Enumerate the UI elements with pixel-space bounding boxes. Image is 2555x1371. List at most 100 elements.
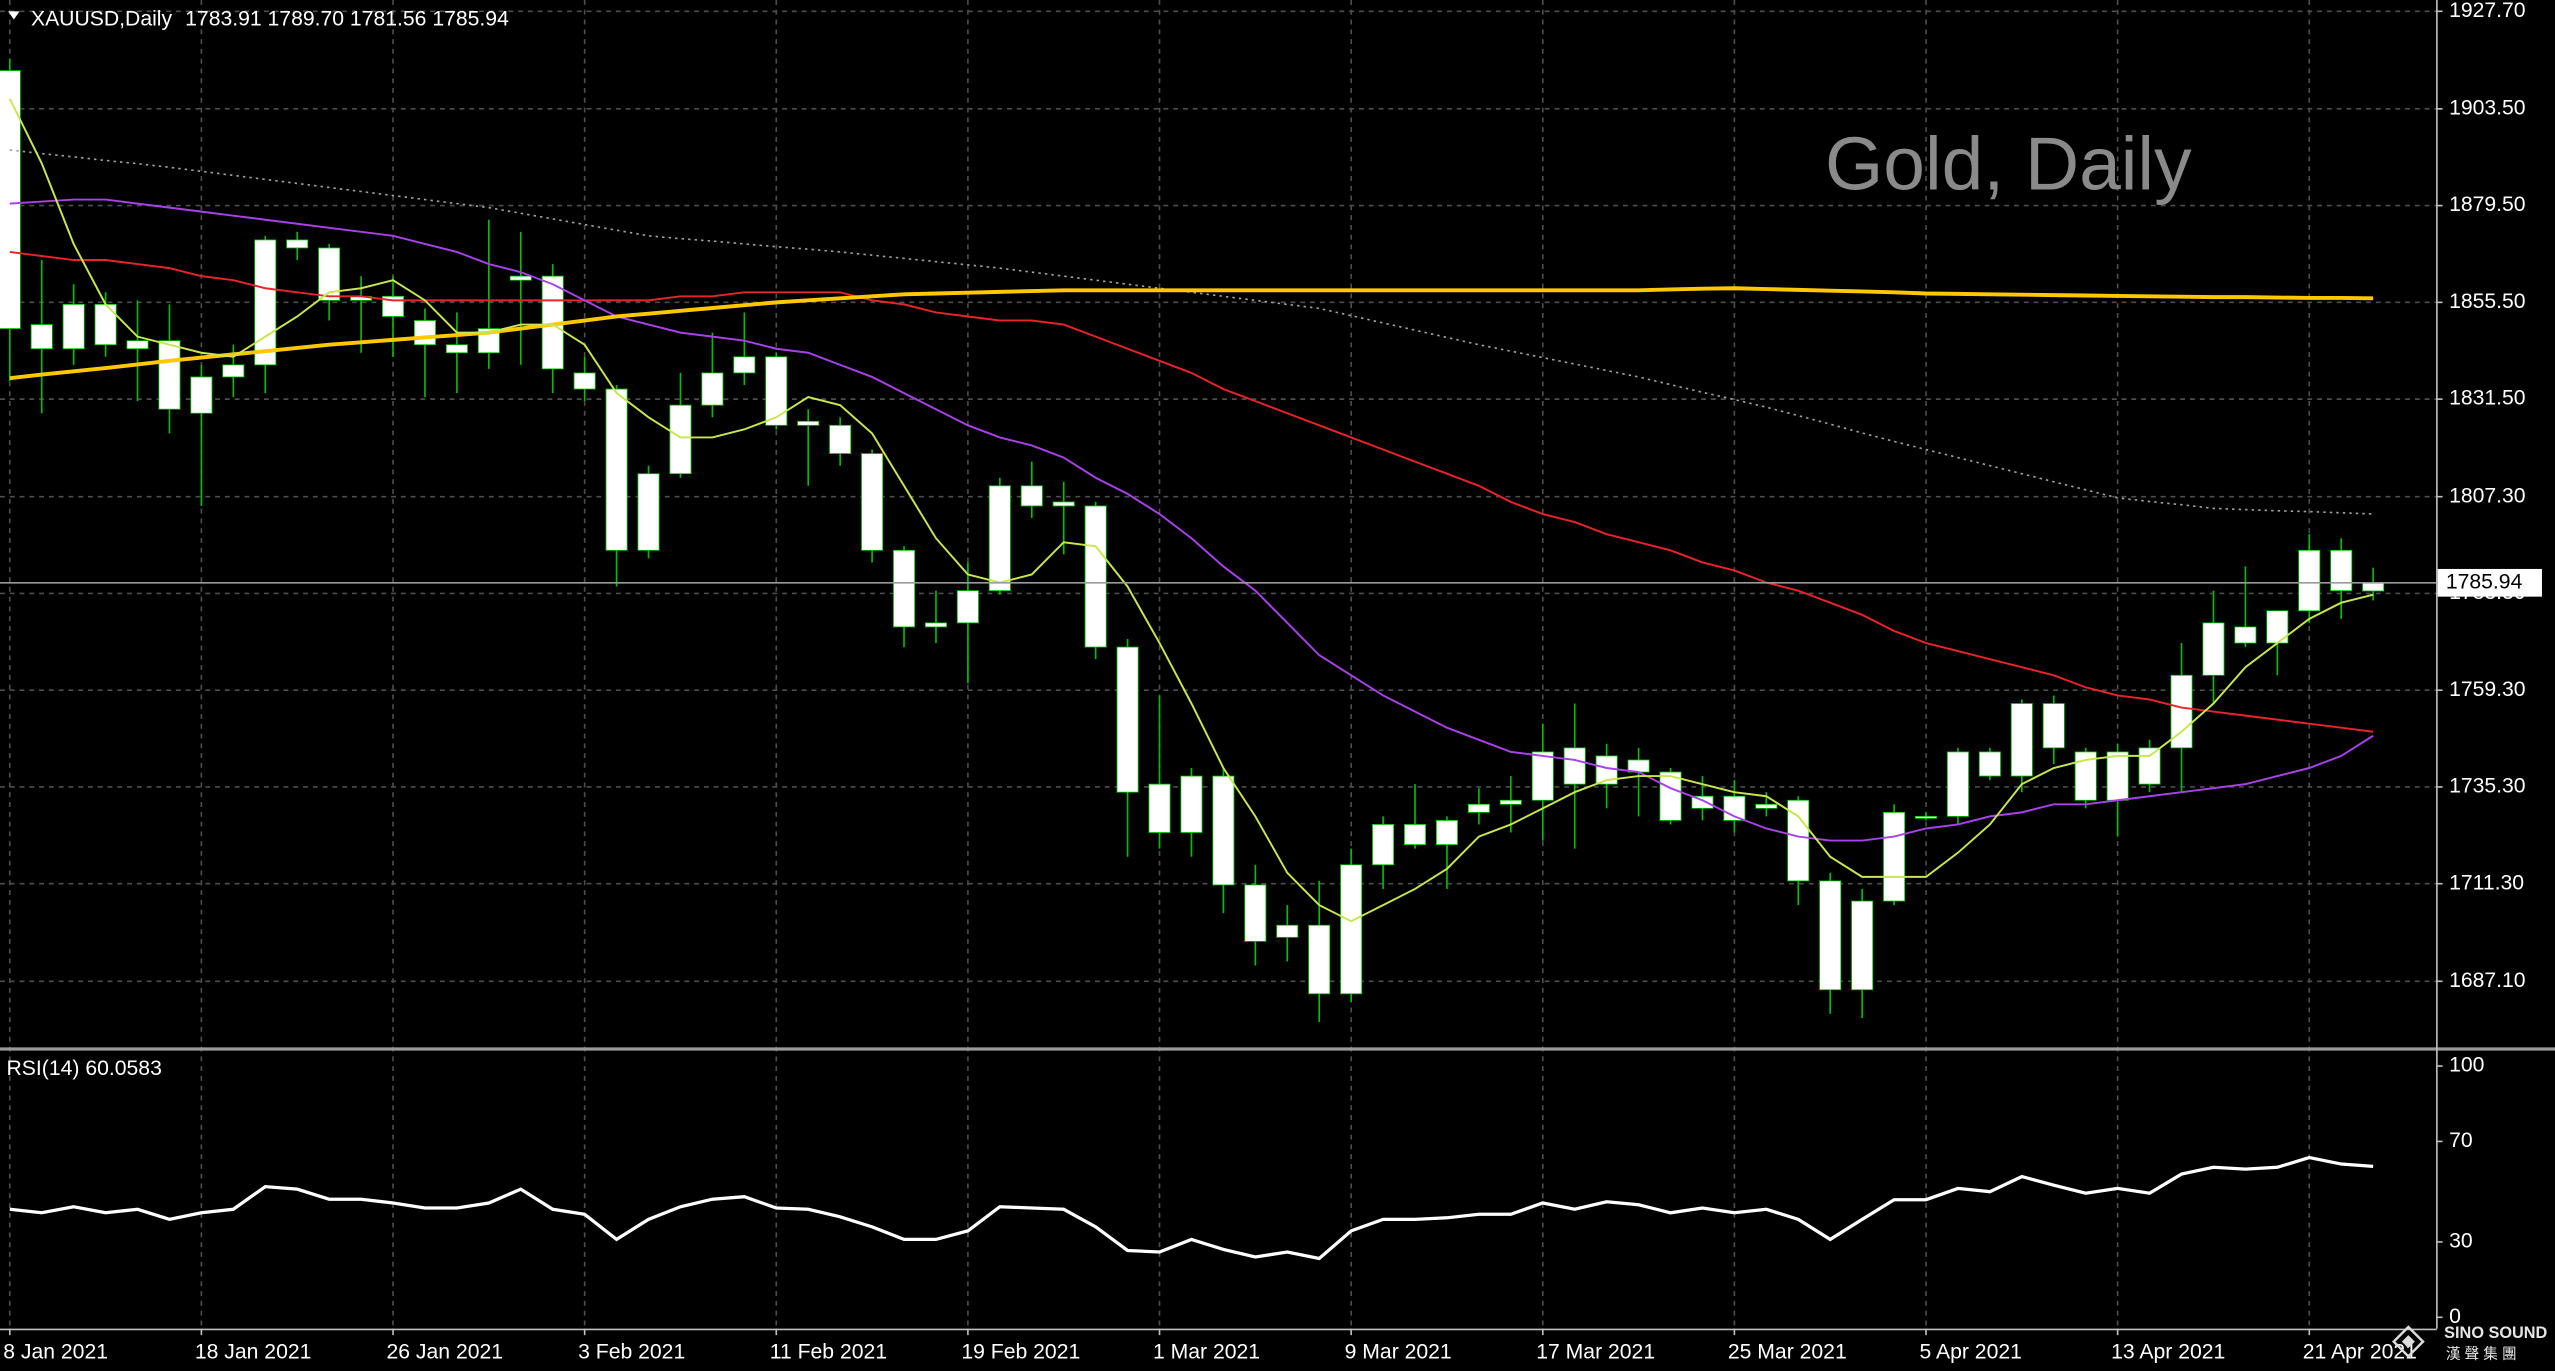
candle-body [1148, 783, 1171, 833]
candle-body [2362, 582, 2385, 592]
y-tick-label: 1903.50 [2449, 96, 2526, 119]
chart-header: XAUUSD,Daily 1783.91 1789.70 1781.56 1785… [31, 7, 509, 30]
candle-body [924, 622, 947, 628]
rsi-line [9, 1155, 2374, 1261]
y-tick-label: 100 [2449, 1054, 2484, 1077]
candle-body [1978, 751, 2001, 777]
candle-body [605, 388, 628, 551]
candle-body [2010, 703, 2033, 777]
grid [0, 0, 2437, 1329]
candle-body [126, 340, 149, 350]
labels: 8 Jan 2021 18 Jan 2021 26 Jan 2021 3 Feb 20… [3, 0, 2542, 1364]
candle-body [1020, 485, 1043, 507]
symbol-menu-arrow[interactable] [8, 11, 20, 20]
y-tick-label: 1687.10 [2449, 969, 2526, 992]
candle-body [0, 70, 21, 329]
candle-body [2106, 751, 2129, 801]
watermark-logo-core [2401, 1335, 2415, 1349]
candle-body [1276, 924, 1299, 938]
candle-body [94, 303, 117, 346]
x-tick-label: 5 Apr 2021 [1920, 1341, 2022, 1364]
candle-body [1946, 751, 1969, 817]
candle-body [413, 320, 436, 346]
y-tick-label: 1711.30 [2449, 871, 2524, 894]
candle-body [158, 340, 181, 410]
candle-body [861, 453, 884, 551]
candle-body [1308, 924, 1331, 995]
x-tick-label: 18 Jan 2021 [195, 1341, 312, 1364]
candle-body [1244, 884, 1267, 942]
candle-body [445, 344, 468, 354]
candle-body [1340, 864, 1363, 995]
candle-body [30, 324, 53, 350]
candle-body [1116, 646, 1139, 793]
current-price-label: 1785.94 [2446, 570, 2523, 593]
y-tick-label: 1759.30 [2449, 678, 2526, 701]
candle-body [62, 303, 85, 350]
candle-body [2042, 703, 2065, 749]
x-tick-label: 19 Feb 2021 [961, 1341, 1080, 1364]
ohlc-label: 1783.91 1789.70 1781.56 1785.94 [185, 7, 509, 30]
candle-body [669, 404, 692, 475]
symbol-title: XAUUSD,Daily [31, 7, 173, 30]
candle-body [2202, 622, 2225, 676]
candle-body [1819, 880, 1842, 991]
candle-body [2170, 674, 2193, 749]
candle-body [2330, 549, 2353, 592]
x-tick-label: 13 Apr 2021 [2111, 1341, 2225, 1364]
candle-body [190, 376, 213, 414]
y-tick-label: 0 [2449, 1305, 2461, 1328]
candle-body [733, 356, 756, 374]
watermark: SINO SOUND 漢 聲 集 團 [2391, 1324, 2548, 1363]
candle-body [318, 247, 341, 301]
candle-body [1659, 771, 1682, 821]
candle-body [829, 424, 852, 454]
candle-body [1404, 824, 1427, 846]
y-tick-label: 1831.50 [2449, 387, 2526, 410]
y-tick-label: 1735.30 [2449, 775, 2526, 798]
moving-average-line [9, 286, 2374, 381]
candle-body [573, 372, 596, 390]
candle-body [765, 356, 788, 426]
candle-body [988, 485, 1011, 592]
x-tick-label: 26 Jan 2021 [387, 1341, 504, 1364]
candle-body [1531, 751, 1554, 801]
candle-body [1787, 799, 1810, 882]
y-tick-label: 1879.50 [2449, 193, 2526, 216]
candle-body [254, 239, 277, 366]
candle-body [2138, 747, 2161, 785]
candle-body [797, 420, 820, 426]
candle-body [1755, 803, 1778, 809]
watermark-name: SINO SOUND [2444, 1324, 2547, 1342]
x-tick-label: 9 Mar 2021 [1345, 1341, 1452, 1364]
candle-body [1052, 501, 1075, 507]
candle-body [1499, 799, 1522, 805]
candle-body [1435, 820, 1458, 846]
moving-average-line [9, 198, 2374, 842]
candle-body [1915, 815, 1938, 819]
candle-body [286, 239, 309, 249]
candle-body [2234, 626, 2257, 644]
rsi-title: RSI(14) 60.0583 [7, 1057, 162, 1080]
moving-average-line [9, 250, 2374, 733]
y-tick-label: 70 [2449, 1129, 2473, 1152]
x-tick-label: 3 Feb 2021 [578, 1341, 685, 1364]
watermark-subname: 漢 聲 集 團 [2446, 1346, 2517, 1363]
candle-body [637, 473, 660, 551]
y-tick-label: 1807.30 [2449, 484, 2526, 507]
candle-body [1212, 775, 1235, 886]
x-tick-label: 17 Mar 2021 [1536, 1341, 1655, 1364]
candle-body [1467, 803, 1490, 813]
watermark-logo [2391, 1325, 2425, 1359]
x-tick-label: 21 Apr 2021 [2303, 1341, 2417, 1364]
marks [0, 58, 2437, 1261]
y-tick-label: 30 [2449, 1230, 2473, 1253]
candle-body [1883, 811, 1906, 902]
candle-body [956, 590, 979, 624]
candle-body [1180, 775, 1203, 833]
x-tick-label: 1 Mar 2021 [1153, 1341, 1260, 1364]
candle-body [2298, 549, 2321, 612]
